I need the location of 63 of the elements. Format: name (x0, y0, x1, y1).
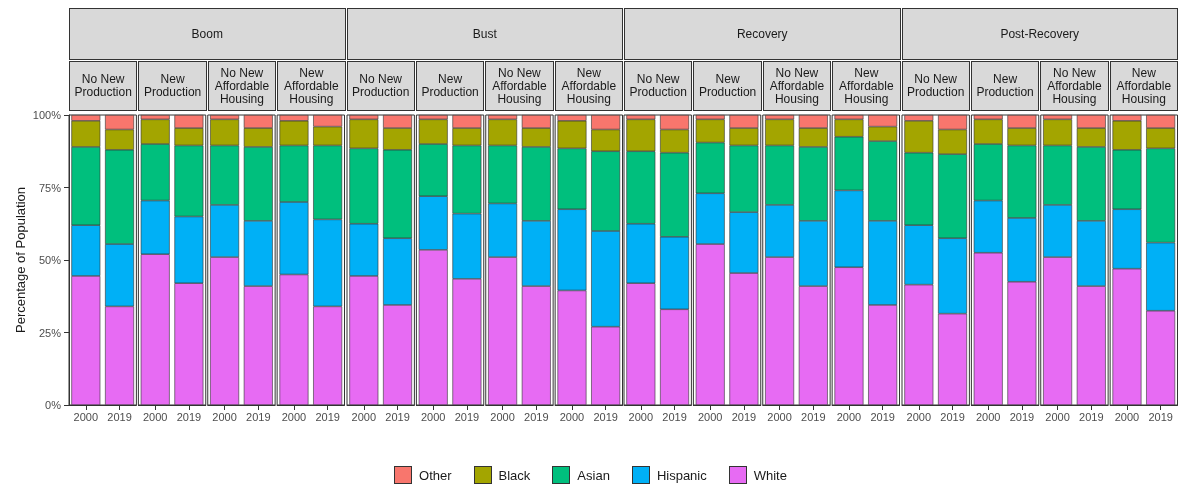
text: New Production (415, 61, 485, 111)
x-tick-label: 2019 (662, 410, 687, 423)
x-tick-label: 2019 (731, 410, 757, 423)
y-axis-title: Percentage of Population (13, 187, 28, 333)
x-tick-label: 2019 (801, 410, 826, 423)
x-tick-label: 2019 (315, 410, 340, 423)
text: New Affordable Housing (1109, 61, 1178, 111)
x-tick-label: 2000 (628, 410, 654, 423)
y-tick-label: 75% (38, 181, 62, 194)
y-tick-label: 25% (38, 326, 62, 339)
x-tick-label: 2000 (1114, 410, 1139, 423)
chart-title: Boom (69, 8, 346, 60)
chart-title: Bust (346, 8, 623, 60)
y-tick-label: 50% (38, 254, 62, 266)
x-tick-label: 2019 (454, 410, 479, 423)
chart-title: Post-Recovery (901, 8, 1178, 60)
x-tick-label: 2000 (420, 410, 445, 423)
x-tick-label: 2019 (523, 410, 549, 423)
text: New Production (693, 61, 762, 111)
x-tick-label: 2019 (1078, 410, 1104, 423)
x-tick-label: 2000 (767, 410, 792, 423)
text: No New Affordable Housing (207, 61, 277, 111)
text: No New Production (901, 61, 970, 111)
legend-label: Other (419, 467, 452, 483)
x-tick-label: 2000 (73, 410, 99, 423)
x-tick-label: 2019 (246, 410, 271, 423)
x-tick-label: 2000 (489, 410, 515, 423)
x-tick-label: 2000 (212, 410, 237, 423)
x-tick-label: 2019 (1009, 410, 1034, 423)
text: New Production (138, 61, 207, 111)
x-tick-label: 2000 (697, 410, 723, 423)
y-tick-label: 100% (32, 109, 62, 121)
x-tick-label: 2019 (939, 410, 965, 423)
x-tick-label: 2019 (1147, 410, 1173, 423)
x-tick-label: 2000 (975, 410, 1000, 423)
x-tick-label: 2000 (1044, 410, 1070, 423)
x-tick-label: 2000 (351, 410, 376, 423)
text: No New Production (624, 61, 693, 111)
legend-label: White (753, 467, 787, 483)
x-tick-label: 2019 (176, 410, 202, 423)
legend-label: Black (498, 467, 531, 483)
chart-title: Recovery (624, 8, 901, 60)
x-tick-label: 2000 (559, 410, 584, 423)
text: New Production (970, 61, 1040, 111)
x-tick-label: 2019 (384, 410, 410, 423)
x-tick-label: 2000 (281, 410, 307, 423)
text: No New Affordable Housing (1040, 61, 1109, 111)
y-tick-label: 0% (45, 399, 62, 411)
x-tick-label: 2000 (142, 410, 168, 423)
text: New Affordable Housing (277, 61, 346, 111)
text: No New Production (346, 61, 415, 111)
text: No New Affordable Housing (762, 61, 832, 111)
x-tick-label: 2000 (836, 410, 862, 423)
x-tick-label: 2019 (870, 410, 895, 423)
text: No New Production (69, 61, 138, 111)
text: No New Affordable Housing (485, 61, 554, 111)
text: New Affordable Housing (554, 61, 623, 111)
legend-label: Asian (577, 467, 610, 483)
x-tick-label: 2019 (592, 410, 618, 423)
text: New Affordable Housing (832, 61, 901, 111)
x-tick-label: 2000 (906, 410, 931, 423)
x-tick-label: 2019 (107, 410, 132, 423)
legend-label: Hispanic (656, 467, 707, 483)
